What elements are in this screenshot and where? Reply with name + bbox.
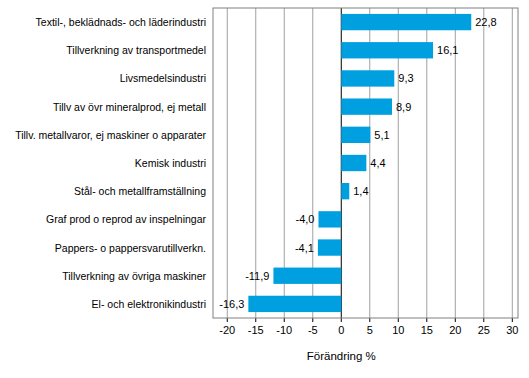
tick-label: -5 (308, 324, 318, 336)
tick-mark (426, 318, 427, 322)
axis-label: Förändring % (307, 350, 376, 362)
bar (341, 42, 433, 58)
tick-label: 20 (449, 324, 461, 336)
tick-label: 10 (392, 324, 404, 336)
bar (273, 268, 341, 284)
tick-label: 30 (506, 324, 518, 336)
tick-mark (455, 318, 456, 322)
category-label: El- och elektronikindustri (92, 298, 206, 310)
data-label: -4,0 (295, 213, 314, 225)
grid-line (512, 8, 513, 318)
category-label: Tillv av övr mineralprod, ej metall (53, 101, 206, 113)
category-label: Tillv. metallvaror, ej maskiner o appara… (15, 129, 206, 141)
bar (341, 14, 471, 30)
tick-label: -10 (276, 324, 292, 336)
category-label: Livsmedelsindustri (120, 72, 206, 84)
data-label: -4,1 (295, 242, 314, 254)
category-label: Textil-, beklädnads- och läderindustri (36, 16, 206, 28)
bars (248, 14, 471, 312)
category-label: Tillverkning av övriga maskiner (62, 270, 206, 282)
data-label: 9,3 (398, 72, 413, 84)
data-label: 1,4 (353, 185, 368, 197)
bar (248, 296, 341, 312)
data-label: -11,9 (245, 270, 269, 282)
category-label: Graf prod o reprod av inspelningar (46, 213, 206, 225)
bar (341, 70, 394, 86)
tick-mark (398, 318, 399, 322)
tick-mark (255, 318, 256, 322)
grid-line (483, 8, 484, 318)
tick-mark (369, 318, 370, 322)
category-label: Kemisk industri (135, 157, 206, 169)
tick-mark (483, 318, 484, 322)
tick-mark (227, 318, 228, 322)
bar (318, 211, 341, 227)
grid-line (227, 8, 228, 318)
tick-label: 25 (478, 324, 490, 336)
bar (341, 98, 392, 114)
tick-label: 15 (421, 324, 433, 336)
bar (341, 155, 366, 171)
category-label: Stål- och metallframställning (74, 185, 206, 197)
tick-label: 0 (338, 324, 344, 336)
data-label: 22,8 (475, 16, 496, 28)
plot-frame (213, 8, 518, 318)
data-label: 16,1 (437, 44, 458, 56)
tick-mark (512, 318, 513, 322)
data-label: 5,1 (374, 129, 389, 141)
chart: -20 -15 -10 -5 0 5 10 15 20 25 30 22,8 16,1 9,3 8,9 5,1… (0, 0, 529, 378)
category-label: Tillverkning av transportmedel (66, 44, 206, 56)
data-label: -16,3 (219, 298, 244, 310)
bar (341, 183, 349, 199)
bar (341, 127, 370, 143)
tick-label: -15 (248, 324, 264, 336)
tick-mark (312, 318, 313, 322)
category-label: Pappers- o pappersvarutillverkn. (55, 242, 206, 254)
data-label: 8,9 (396, 101, 411, 113)
data-label: 4,4 (370, 157, 385, 169)
bar (318, 239, 341, 255)
tick-mark (284, 318, 285, 322)
tick-label: -20 (219, 324, 235, 336)
tick-label: 5 (367, 324, 373, 336)
tick-mark (341, 318, 342, 322)
